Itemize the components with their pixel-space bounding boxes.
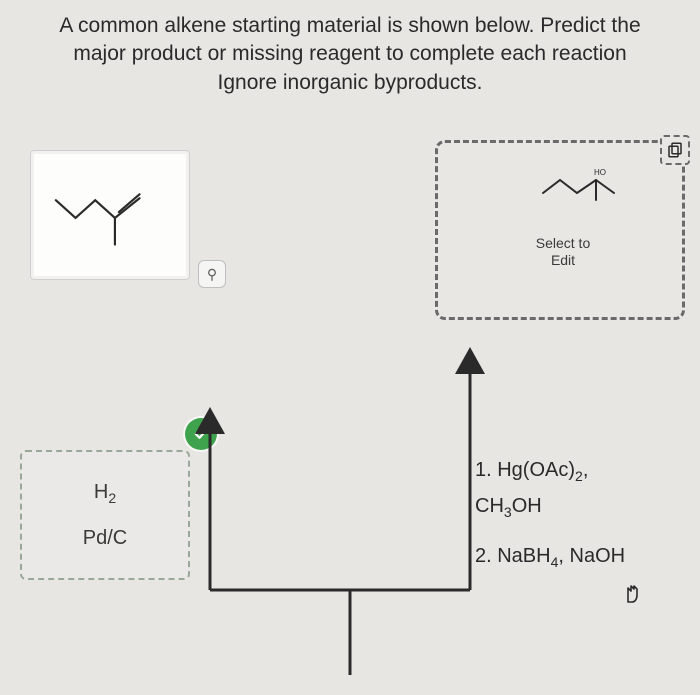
copy-icon[interactable] [660, 135, 690, 165]
q-line2: major product or missing reagent to comp… [73, 42, 626, 65]
reaction-canvas: ⚲ H2 Pd/C HO Select to Edit 1. Hg(OAc)2,… [0, 120, 700, 695]
reagent-h2: H2 [94, 478, 116, 509]
ho-label: HO [594, 168, 606, 177]
reagent-pdc: Pd/C [83, 524, 127, 552]
step2: 2. NaBH4, NaOH [475, 541, 685, 573]
question-text: A common alkene starting material is sho… [0, 0, 700, 97]
select-to-edit-text: Select to Edit [533, 235, 593, 269]
starting-material-box [30, 150, 190, 280]
right-reagent-text: 1. Hg(OAc)2, CH3OH 2. NaBH4, NaOH [475, 455, 685, 573]
zoom-glyph: ⚲ [207, 266, 217, 283]
alkene-structure [31, 151, 189, 279]
product-answer-box[interactable]: HO Select to Edit [435, 140, 685, 320]
q-line3: Ignore inorganic byproducts. [218, 71, 483, 94]
correct-check-icon [185, 418, 217, 450]
pointer-cursor-icon [620, 580, 644, 612]
product-sketch: HO [538, 165, 628, 215]
q-line1: A common alkene starting material is sho… [59, 14, 640, 37]
step1-solvent: CH3OH [475, 491, 685, 523]
left-reagent-box[interactable]: H2 Pd/C [20, 450, 190, 580]
zoom-icon[interactable]: ⚲ [198, 260, 226, 288]
step1: 1. Hg(OAc)2, [475, 455, 685, 487]
